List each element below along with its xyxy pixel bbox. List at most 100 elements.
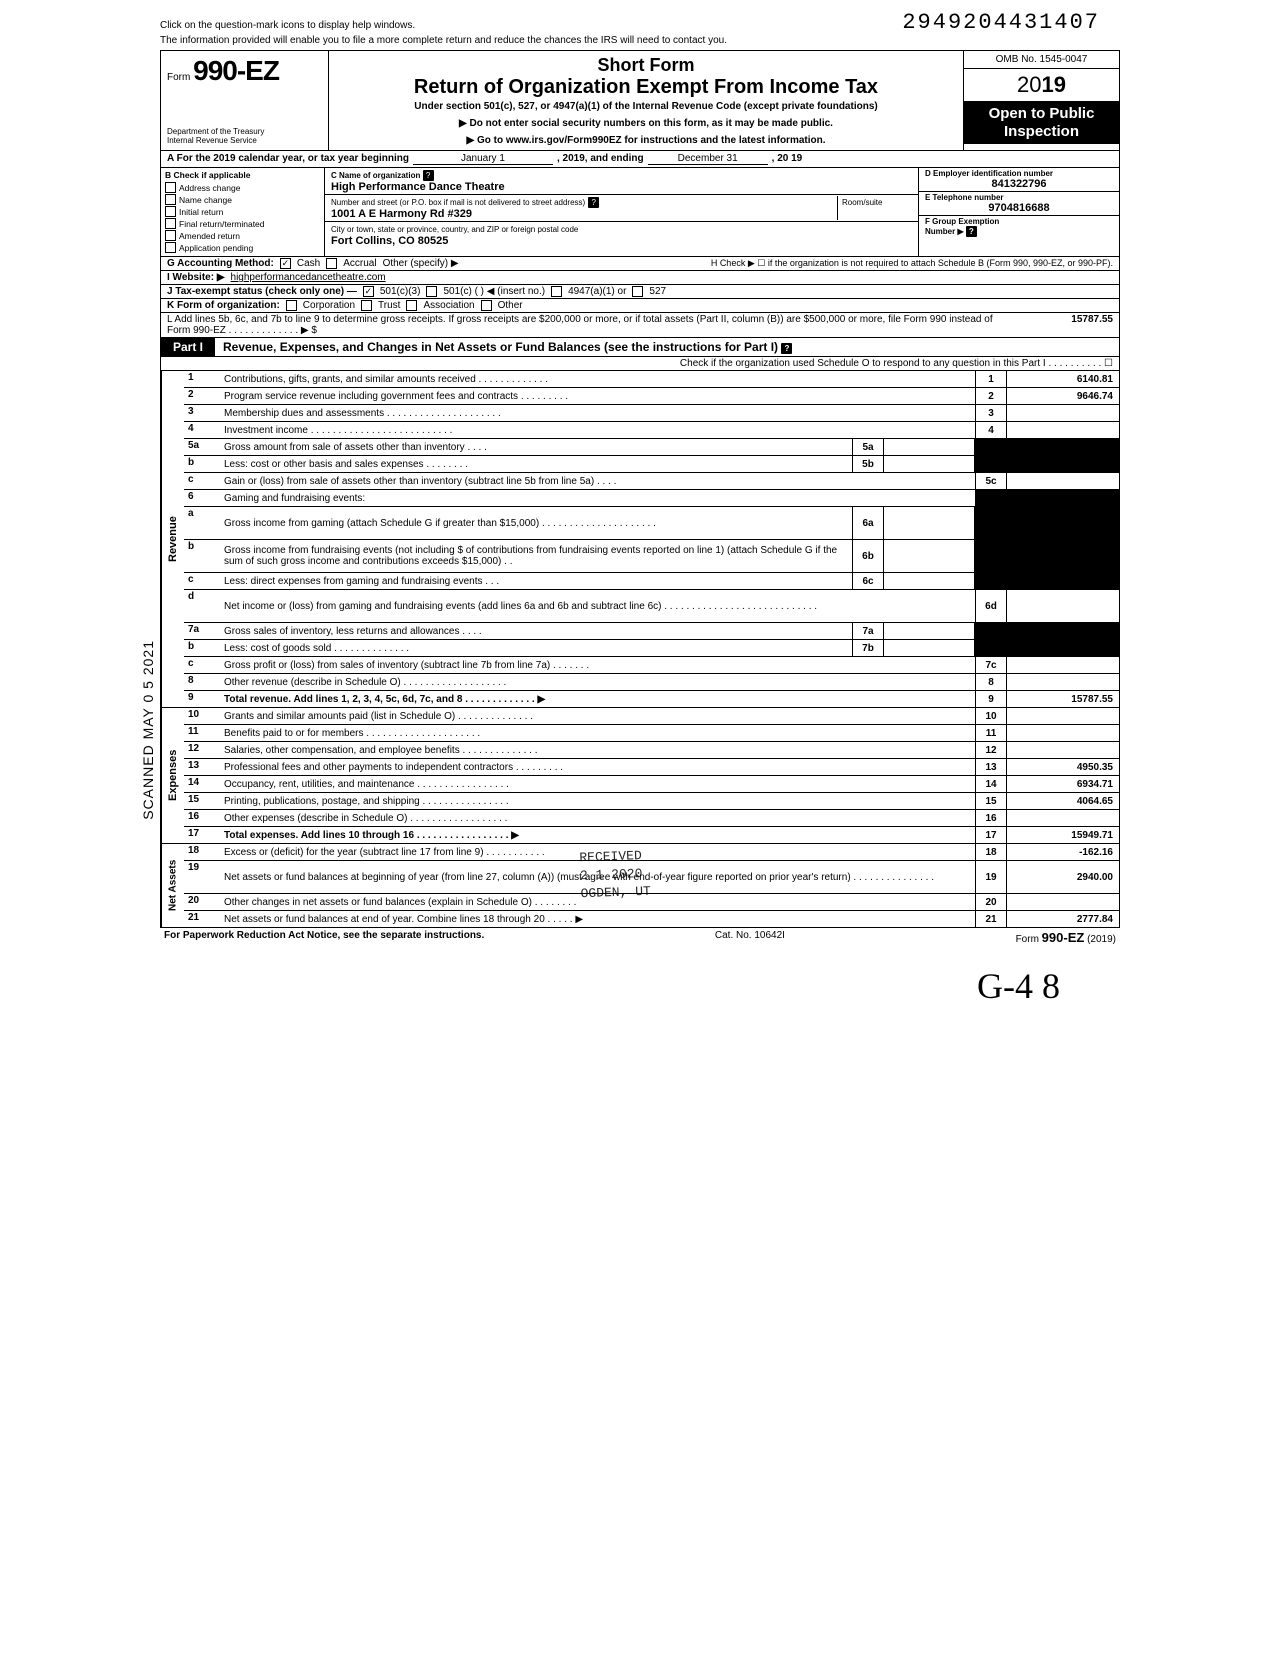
right-line-number: 2 [975, 388, 1006, 404]
omb-number: OMB No. 1545-0047 [964, 51, 1119, 69]
chk-final-return[interactable] [165, 218, 176, 229]
chk-501c3[interactable]: ✓ [363, 286, 374, 297]
help-icon[interactable]: ? [781, 343, 792, 354]
mid-line-number: 6a [852, 507, 884, 539]
open-to-public: Open to Public Inspection [964, 102, 1119, 144]
chk-cash[interactable]: ✓ [280, 258, 291, 269]
net-assets-label: Net Assets [161, 844, 184, 927]
chk-application-pending[interactable] [165, 242, 176, 253]
row-h-schedule-b: H Check ▶ ☐ if the organization is not r… [711, 258, 1113, 269]
line-number: 7a [184, 623, 220, 639]
chk-501c[interactable] [426, 286, 437, 297]
right-line-number: 1 [975, 371, 1006, 387]
chk-amended-return[interactable] [165, 230, 176, 241]
line-text: Printing, publications, postage, and shi… [220, 793, 975, 809]
telephone: 9704816688 [925, 202, 1113, 214]
line-text: Benefits paid to or for members . . . . … [220, 725, 975, 741]
row-k-org-form: K Form of organization: Corporation Trus… [160, 299, 1120, 313]
mid-line-value [884, 439, 975, 455]
chk-association[interactable] [406, 300, 417, 311]
right-line-number: 13 [975, 759, 1006, 775]
line-number: 13 [184, 759, 220, 775]
right-line-value [1006, 422, 1119, 438]
revenue-section: Revenue 1Contributions, gifts, grants, a… [160, 371, 1120, 708]
gross-receipts-value: 15787.55 [1013, 314, 1113, 325]
right-line-value: 2940.00 [1006, 861, 1119, 893]
right-line-value [1006, 540, 1119, 572]
right-line-number: 3 [975, 405, 1006, 421]
line-number: 2 [184, 388, 220, 404]
line-text: Investment income . . . . . . . . . . . … [220, 422, 975, 438]
line-text: Excess or (deficit) for the year (subtra… [220, 844, 975, 860]
identity-block: B Check if applicable Address change Nam… [160, 168, 1120, 257]
line-text: Total revenue. Add lines 1, 2, 3, 4, 5c,… [220, 691, 975, 707]
right-line-number: 4 [975, 422, 1006, 438]
line-text: Grants and similar amounts paid (list in… [220, 708, 975, 724]
line-text: Gross sales of inventory, less returns a… [220, 623, 852, 639]
help-icon[interactable]: ? [588, 197, 599, 208]
line-row: dNet income or (loss) from gaming and fu… [184, 590, 1119, 623]
help-icon[interactable]: ? [423, 170, 434, 181]
chk-other[interactable] [481, 300, 492, 311]
right-line-value: 6934.71 [1006, 776, 1119, 792]
chk-initial-return[interactable] [165, 206, 176, 217]
right-line-number: 14 [975, 776, 1006, 792]
line-text: Total expenses. Add lines 10 through 16 … [220, 827, 975, 843]
line-number: 11 [184, 725, 220, 741]
line-row: cLess: direct expenses from gaming and f… [184, 573, 1119, 590]
right-line-value: -162.16 [1006, 844, 1119, 860]
row-g-accounting: G Accounting Method: ✓Cash Accrual Other… [160, 257, 1120, 271]
line-number: 9 [184, 691, 220, 707]
mid-line-number: 7a [852, 623, 884, 639]
right-line-value: 2777.84 [1006, 911, 1119, 927]
right-line-number: 16 [975, 810, 1006, 826]
row-i-website: I Website: ▶ highperformancedancetheatre… [160, 271, 1120, 285]
line-number: 10 [184, 708, 220, 724]
line-row: 15Printing, publications, postage, and s… [184, 793, 1119, 810]
line-number: 5a [184, 439, 220, 455]
chk-trust[interactable] [361, 300, 372, 311]
line-row: 1Contributions, gifts, grants, and simil… [184, 371, 1119, 388]
chk-address-change[interactable] [165, 182, 176, 193]
mid-line-value [884, 540, 975, 572]
line-row: 10Grants and similar amounts paid (list … [184, 708, 1119, 725]
department: Department of the Treasury Internal Reve… [167, 128, 322, 146]
mid-line-value [884, 640, 975, 656]
row-l-gross-receipts: L Add lines 5b, 6c, and 7b to line 9 to … [160, 313, 1120, 338]
mid-line-value [884, 623, 975, 639]
mid-line-value [884, 573, 975, 589]
line-text: Contributions, gifts, grants, and simila… [220, 371, 975, 387]
chk-accrual[interactable] [326, 258, 337, 269]
line-number: c [184, 473, 220, 489]
help-icon[interactable]: ? [966, 226, 977, 237]
line-number: b [184, 456, 220, 472]
org-street: 1001 A E Harmony Rd #329 [331, 208, 472, 220]
line-text: Less: cost of goods sold . . . . . . . .… [220, 640, 852, 656]
chk-4947[interactable] [551, 286, 562, 297]
right-line-number: 15 [975, 793, 1006, 809]
line-text: Net income or (loss) from gaming and fun… [220, 590, 975, 622]
right-line-value [1006, 708, 1119, 724]
line-row: 8Other revenue (describe in Schedule O) … [184, 674, 1119, 691]
line-row: 9Total revenue. Add lines 1, 2, 3, 4, 5c… [184, 691, 1119, 707]
line-row: 11Benefits paid to or for members . . . … [184, 725, 1119, 742]
chk-name-change[interactable] [165, 194, 176, 205]
line-number: 15 [184, 793, 220, 809]
right-line-value: 4064.65 [1006, 793, 1119, 809]
right-line-number: 20 [975, 894, 1006, 910]
line-row: 18Excess or (deficit) for the year (subt… [184, 844, 1119, 861]
right-line-value [1006, 439, 1119, 455]
page-footer: For Paperwork Reduction Act Notice, see … [160, 928, 1120, 947]
website-value: highperformancedancetheatre.com [231, 272, 386, 283]
right-line-number [975, 456, 1006, 472]
chk-527[interactable] [632, 286, 643, 297]
right-line-number [975, 507, 1006, 539]
line-row: bLess: cost or other basis and sales exp… [184, 456, 1119, 473]
mid-line-value [884, 507, 975, 539]
right-line-number: 19 [975, 861, 1006, 893]
right-line-number: 11 [975, 725, 1006, 741]
line-row: 17Total expenses. Add lines 10 through 1… [184, 827, 1119, 843]
line-row: 7aGross sales of inventory, less returns… [184, 623, 1119, 640]
line-number: 8 [184, 674, 220, 690]
chk-corporation[interactable] [286, 300, 297, 311]
